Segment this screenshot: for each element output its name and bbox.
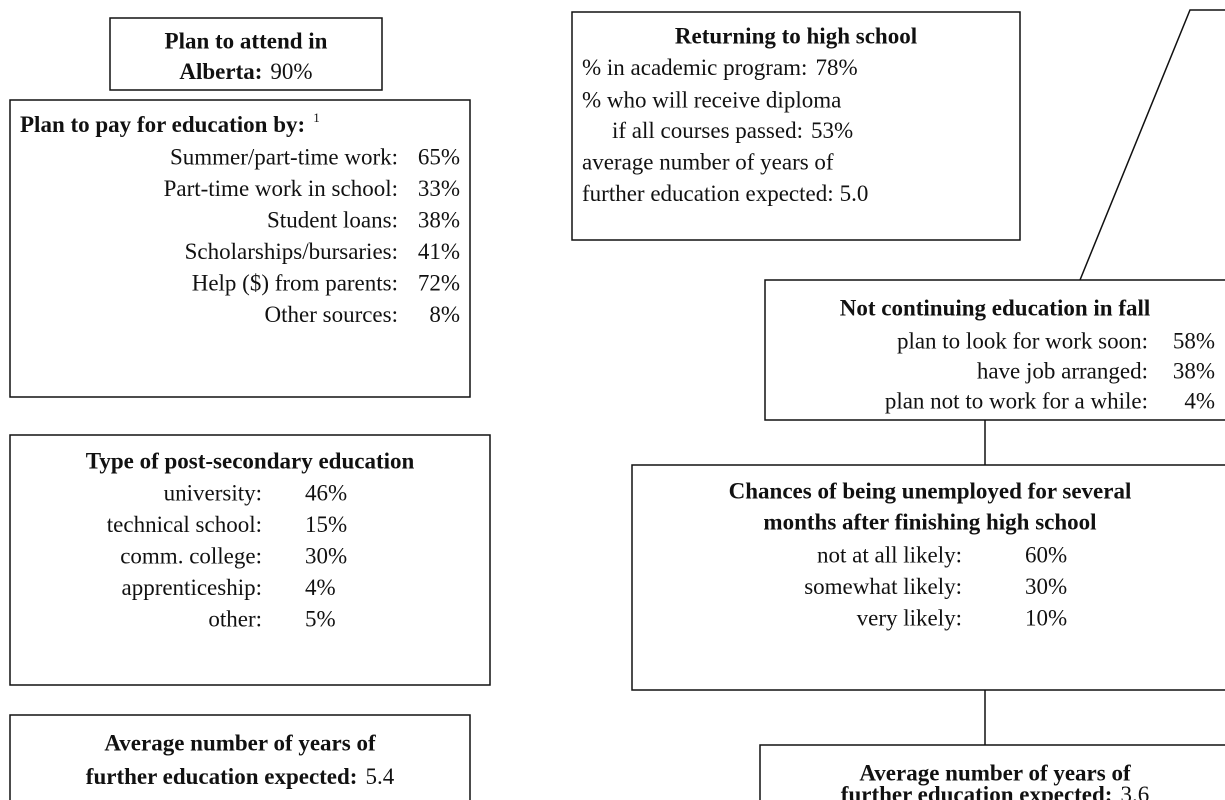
item-value: 33% — [418, 176, 460, 201]
years-box — [9, 714, 471, 800]
years-label: further education expected: — [841, 782, 1113, 800]
item-label: university: — [164, 480, 262, 505]
item-value: 10% — [1025, 605, 1067, 630]
pay-title-line: Plan to pay for education by: 1 — [20, 110, 320, 137]
type-title: Type of post-secondary education — [86, 448, 415, 473]
returning-line: % in academic program: 78% — [582, 55, 858, 80]
item-label: Summer/part-time work: — [170, 144, 398, 169]
attend-label: Alberta: — [179, 59, 262, 84]
returning-line: if all courses passed: 53% — [612, 118, 853, 143]
item-value: 15% — [305, 512, 347, 537]
returning-line: % who will receive diploma — [582, 87, 841, 112]
unemployed-items: not at all likely: 60% somewhat likely: 30%… — [804, 542, 1067, 630]
item-value: 72% — [418, 270, 460, 295]
item-value: 58% — [1173, 328, 1215, 353]
item-value: 65% — [418, 144, 460, 169]
returning-line: further education expected: 5.0 — [582, 181, 868, 206]
not-continuing-box — [764, 279, 1225, 421]
pay-box — [9, 99, 471, 398]
years-box — [759, 744, 1225, 800]
item-label: comm. college: — [120, 543, 262, 568]
item-label: very likely: — [857, 605, 962, 630]
item-value: 5% — [305, 606, 336, 631]
returning-box — [571, 11, 1021, 241]
item-label: technical school: — [107, 512, 262, 537]
item-value: 46% — [305, 480, 347, 505]
attend-value: 90% — [270, 59, 312, 84]
item-label: plan to look for work soon: — [897, 328, 1148, 353]
item-label: Other sources: — [265, 302, 399, 327]
pay-items: Summer/part-time work: 65% Part-time work … — [164, 144, 460, 327]
item-value: 4% — [1184, 388, 1215, 413]
type-box — [9, 434, 491, 686]
item-label: have job arranged: — [977, 358, 1148, 383]
item-label: plan not to work for a while: — [885, 388, 1148, 413]
item-value: 60% — [1025, 542, 1067, 567]
attend-line: Alberta: 90% — [179, 59, 312, 84]
type-items: university: 46% technical school: 15% comm. … — [107, 480, 347, 631]
unemployed-title: Chances of being unemployed for several — [729, 478, 1132, 503]
item-label: Part-time work in school: — [164, 176, 398, 201]
years-line: further education expected: 3.6 — [841, 782, 1149, 800]
item-label: somewhat likely: — [804, 574, 962, 599]
item-label: Help ($) from parents: — [192, 270, 398, 295]
unemployed-box — [631, 464, 1225, 691]
item-value: 5.0 — [840, 181, 869, 206]
returning-line: average number of years of — [582, 149, 834, 174]
years-line: further education expected: 5.4 — [86, 764, 395, 789]
item-label: not at all likely: — [817, 542, 962, 567]
not-continuing-title: Not continuing education in fall — [840, 295, 1151, 320]
attend-title: Plan to attend in — [165, 28, 328, 53]
item-value: 78% — [815, 55, 857, 80]
years-value: 5.4 — [365, 764, 394, 789]
returning-title: Returning to high school — [675, 23, 917, 48]
not-continuing-items: plan to look for work soon: 58% have job a… — [885, 328, 1215, 413]
years-title: Average number of years of — [859, 760, 1131, 785]
item-label: if all courses passed: — [612, 118, 803, 143]
footnote: 1 — [313, 110, 320, 125]
item-value: 8% — [429, 302, 460, 327]
years-value: 3.6 — [1120, 782, 1149, 800]
pay-title: Plan to pay for education by: — [20, 112, 305, 137]
item-value: 4% — [305, 575, 336, 600]
connector — [1079, 9, 1225, 281]
item-label: Scholarships/bursaries: — [185, 239, 398, 264]
item-label: other: — [208, 606, 262, 631]
item-value: 41% — [418, 239, 460, 264]
years-title: Average number of years of — [104, 730, 376, 755]
item-label: % in academic program: — [582, 55, 807, 80]
item-value: 53% — [811, 118, 853, 143]
item-label: further education expected: — [582, 181, 834, 206]
item-label: apprenticeship: — [121, 575, 262, 600]
attend-box — [109, 17, 383, 91]
years-label: further education expected: — [86, 764, 358, 789]
unemployed-title: months after finishing high school — [763, 509, 1096, 534]
item-value: 30% — [305, 543, 347, 568]
item-value: 30% — [1025, 574, 1067, 599]
item-value: 38% — [418, 207, 460, 232]
item-label: Student loans: — [267, 207, 398, 232]
item-value: 38% — [1173, 358, 1215, 383]
